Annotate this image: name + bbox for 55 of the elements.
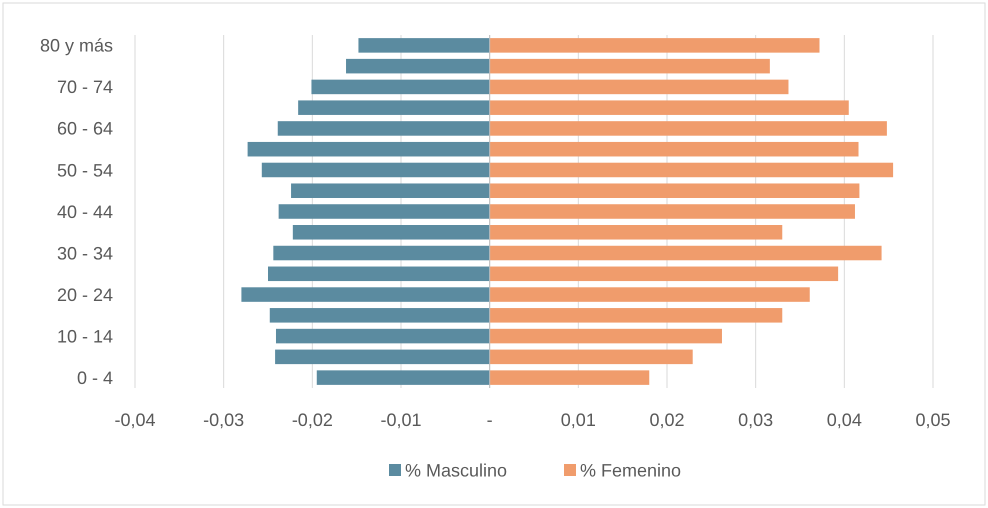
x-tick-label: -0,03: [203, 410, 244, 430]
bar: [273, 246, 490, 260]
bar: [278, 204, 490, 219]
x-tick-label: -0,01: [380, 410, 422, 430]
bar: [241, 287, 490, 302]
bar: [490, 162, 894, 178]
x-tick-label: 0,03: [738, 410, 774, 430]
y-tick-label: 0 - 4: [76, 368, 113, 388]
x-tick-label: -0,02: [292, 410, 333, 430]
bar: [291, 183, 490, 198]
bar: [490, 100, 849, 115]
bar: [292, 224, 490, 240]
legend-label: % Femenino: [580, 460, 682, 480]
bar: [270, 308, 490, 323]
bar: [490, 183, 860, 198]
bar: [490, 266, 838, 282]
legend-label: % Masculino: [405, 460, 508, 480]
x-tick-label: 0,02: [649, 410, 685, 430]
y-tick-label: 70 - 74: [56, 77, 113, 98]
bar: [268, 266, 490, 282]
bar: [490, 80, 788, 94]
bar: [490, 224, 782, 240]
x-tick-label: -: [486, 410, 493, 430]
x-tick-label: 0,05: [915, 410, 951, 430]
bar: [490, 370, 650, 385]
y-tick-label: 40 - 44: [56, 202, 113, 222]
y-tick-label: 10 - 14: [56, 326, 113, 346]
bar: [490, 204, 855, 219]
y-tick-label: 80 y más: [40, 36, 113, 56]
bar: [311, 80, 490, 94]
y-tick-label: 20 - 24: [56, 284, 113, 305]
bar: [358, 38, 490, 53]
y-tick-label: 50 - 54: [56, 160, 113, 180]
bar: [316, 370, 490, 385]
bar: [490, 287, 810, 302]
bar: [490, 121, 887, 136]
bar: [278, 121, 490, 136]
bar: [276, 328, 490, 344]
bar: [490, 246, 882, 260]
x-tick-label: 0,01: [560, 410, 596, 430]
bar: [490, 308, 782, 323]
bar: [490, 328, 722, 344]
x-tick-label: 0,04: [826, 410, 862, 430]
bar: [490, 58, 770, 74]
x-tick-label: -0,04: [114, 410, 156, 430]
y-tick-label: 30 - 34: [56, 243, 113, 264]
bar: [298, 100, 490, 115]
bar: [490, 38, 820, 53]
bar: [262, 162, 490, 178]
bar: [248, 142, 490, 156]
y-tick-label: 60 - 64: [56, 118, 113, 139]
bar: [346, 58, 490, 74]
bar: [490, 350, 693, 364]
bar: [275, 350, 490, 364]
bar: [490, 142, 859, 156]
